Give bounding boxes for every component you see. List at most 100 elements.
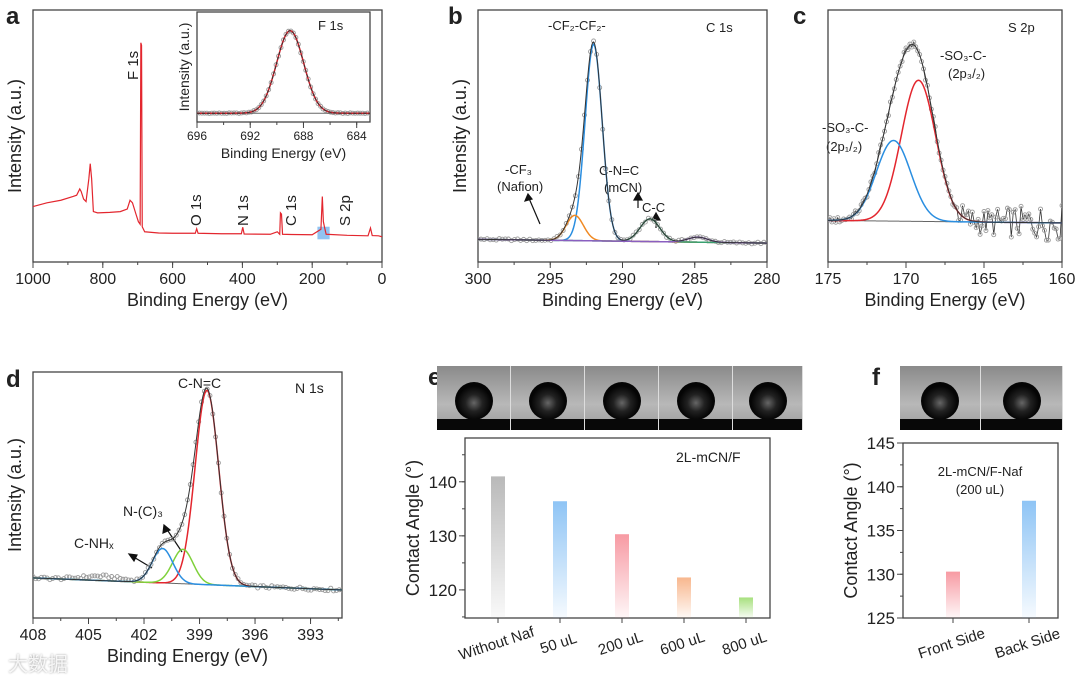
x-tick-label: 408 [20, 627, 47, 644]
data-point [1008, 234, 1014, 240]
data-point [983, 228, 989, 234]
data-point [913, 44, 919, 50]
fit-envelope [197, 30, 370, 114]
chart-title-c1s: C 1s [706, 20, 733, 35]
peak-label-o1s: O 1s [188, 194, 205, 226]
y-axis-label: Intensity (a.u.) [5, 438, 25, 552]
droplet-photo-800ul [733, 366, 803, 430]
data-point [1001, 215, 1006, 221]
data-point [911, 39, 917, 45]
data-point [89, 573, 95, 579]
x-tick-label: 405 [75, 627, 102, 644]
data-point [964, 212, 969, 218]
data-point [168, 536, 174, 542]
inset-title: F 1s [318, 18, 344, 33]
category-label: Back Side [993, 625, 1062, 662]
data-point [1016, 231, 1022, 237]
data-point [1040, 223, 1045, 229]
data-point [985, 208, 991, 213]
x-tick-label: 400 [229, 271, 256, 288]
chart-title-e: 2L-mCN/F [676, 449, 741, 465]
bar-back-side [1022, 500, 1036, 618]
data-point [749, 241, 755, 247]
data-point [658, 226, 663, 232]
data-point [1006, 207, 1012, 212]
x-tick-label: 402 [131, 627, 158, 644]
x-tick-label: 696 [187, 129, 207, 143]
fit-envelope [478, 41, 767, 244]
annotation-cnhx: C-NHₓ [74, 535, 114, 551]
data-point [1034, 234, 1040, 240]
chart-title-f: 2L-mCN/F-Naf [938, 464, 1023, 479]
data-point [721, 239, 727, 244]
annotation-nc3: N-(C)₃ [123, 503, 163, 519]
x-tick-label: 280 [754, 271, 781, 288]
watermark: 大数据 [8, 652, 68, 676]
peak-label-c1s: C 1s [283, 195, 300, 226]
bar-600-ul [677, 577, 691, 618]
x-tick-label: 285 [681, 271, 708, 288]
data-point [557, 232, 563, 238]
data-point [979, 223, 985, 229]
y-axis-label: Intensity (a.u.) [176, 23, 192, 112]
fit-component [478, 43, 767, 244]
data-point [651, 218, 657, 224]
annotation-so3-32: -SO₃-C- [940, 48, 986, 63]
data-point [1038, 206, 1044, 212]
x-tick-label: 399 [186, 627, 213, 644]
peak-label-f1s: F 1s [125, 51, 142, 80]
data-point [977, 231, 983, 237]
data-point [1003, 216, 1008, 222]
data-point [1059, 203, 1062, 208]
x-tick-label: 175 [815, 271, 842, 288]
data-point [288, 586, 294, 592]
inset-background [197, 12, 370, 122]
category-label: Without Naf [457, 623, 538, 664]
data-point [973, 225, 979, 231]
plot-frame [196, 11, 371, 123]
bar-50-ul [553, 501, 567, 618]
data-point [1030, 226, 1036, 232]
peak-label-n1s: N 1s [235, 195, 252, 226]
y-tick-label: 140 [867, 478, 895, 497]
data-point [630, 232, 636, 238]
x-tick-label: 165 [971, 271, 998, 288]
droplet-photo-600ul [659, 366, 733, 430]
category-label: 50 uL [538, 630, 579, 658]
data-point [38, 574, 44, 580]
chart-b-plot [478, 38, 767, 247]
y-tick-label: 140 [429, 473, 457, 492]
annotation-2p32: (2p₃/₂) [948, 66, 985, 81]
x-tick-label: 600 [159, 271, 186, 288]
chart-title-s2p: S 2p [1008, 20, 1035, 35]
y-axis-label: Contact Angle (°) [403, 460, 423, 596]
y-axis-label: Contact Angle (°) [841, 462, 861, 598]
x-tick-label: 300 [465, 271, 492, 288]
droplet-photo-front-side [900, 366, 981, 430]
data-point [313, 96, 319, 102]
data-point [100, 572, 106, 578]
data-point [173, 532, 179, 538]
data-point [642, 219, 648, 225]
data-point [509, 238, 514, 244]
data-point [1043, 237, 1049, 243]
y-tick-label: 120 [429, 581, 457, 600]
data-point [1045, 237, 1051, 243]
chart-b-axes: 300 295 290 285 280 Binding Energy (eV) Intens… [450, 9, 781, 310]
plot-frame [32, 371, 343, 619]
data-point [761, 239, 767, 245]
data-point [1057, 235, 1062, 241]
x-axis-label: Binding Energy (eV) [107, 646, 268, 666]
data-point [261, 98, 267, 104]
x-tick-label: 290 [609, 271, 636, 288]
category-label: 600 uL [658, 629, 707, 659]
plot-frame [477, 9, 768, 263]
chart-inset-plot [197, 28, 370, 116]
data-point [148, 562, 154, 567]
x-tick-label: 200 [299, 271, 326, 288]
y-tick-label: 135 [867, 522, 895, 541]
chart-c-axes: 175 170 165 160 Binding Energy (eV) [815, 9, 1075, 310]
data-point [290, 30, 296, 36]
data-point [325, 588, 331, 594]
y-tick-label: 130 [429, 527, 457, 546]
